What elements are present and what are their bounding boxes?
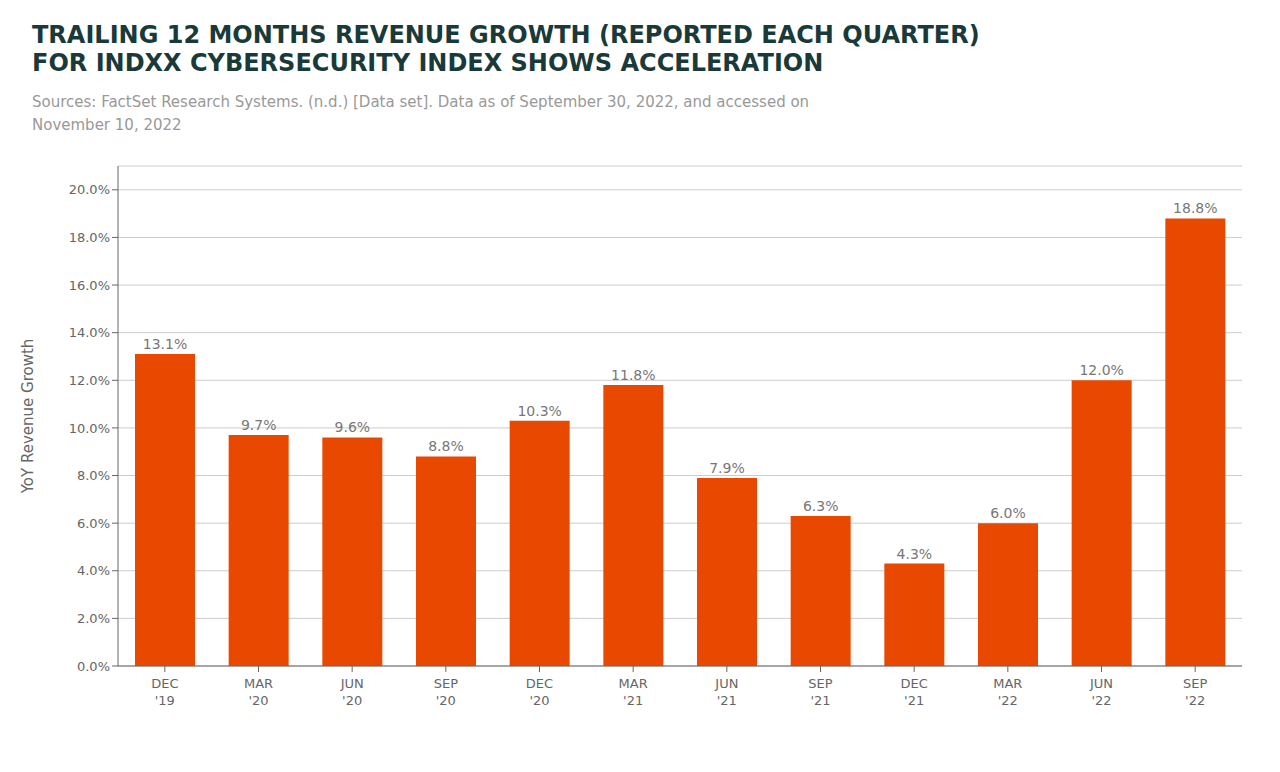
svg-text:7.9%: 7.9% — [709, 460, 745, 476]
svg-text:11.8%: 11.8% — [611, 367, 655, 383]
html-text:Sources: FactSet Research Syst: Sources: FactSet Research Systems. (n.d.… — [32, 93, 810, 112]
svg-text:6.0%: 6.0% — [77, 516, 110, 531]
svg-text:18.0%: 18.0% — [69, 230, 110, 245]
html-text:TRAILING 12 MONTHS REVENUE GRO: TRAILING 12 MONTHS REVENUE GROWTH (REPOR… — [32, 21, 980, 49]
svg-text:6.3%: 6.3% — [803, 498, 839, 514]
svg-text:JUN'22: JUN'22 — [1089, 676, 1113, 708]
svg-text:4.0%: 4.0% — [77, 564, 110, 579]
svg-text:18.8%: 18.8% — [1173, 201, 1217, 217]
svg-text:SEP'20: SEP'20 — [434, 676, 458, 708]
svg-text:16.0%: 16.0% — [69, 278, 110, 293]
html-text:FOR INDXX CYBERSECURITY INDEX: FOR INDXX CYBERSECURITY INDEX SHOWS ACCE… — [32, 48, 824, 77]
svg-text:10.3%: 10.3% — [517, 403, 561, 419]
svg-text:SEP'22: SEP'22 — [1183, 676, 1207, 708]
svg-text:2.0%: 2.0% — [77, 611, 110, 626]
svg-text:0.0%: 0.0% — [77, 659, 110, 674]
svg-text:12.0%: 12.0% — [69, 373, 110, 388]
svg-text:8.8%: 8.8% — [428, 439, 464, 455]
svg-text:DEC'19: DEC'19 — [151, 676, 178, 708]
svg-text:YoY Revenue Growth: YoY Revenue Growth — [19, 339, 37, 495]
svg-text:9.7%: 9.7% — [241, 417, 277, 433]
html-text:November 10, 2022: November 10, 2022 — [32, 115, 182, 134]
svg-text:JUN'21: JUN'21 — [714, 676, 738, 708]
svg-text:20.0%: 20.0% — [69, 183, 110, 198]
svg-text:JUN'20: JUN'20 — [340, 676, 364, 708]
svg-text:9.6%: 9.6% — [335, 420, 371, 436]
svg-text:6.0%: 6.0% — [990, 505, 1026, 521]
svg-text:DEC'20: DEC'20 — [526, 676, 553, 708]
svg-text:MAR'22: MAR'22 — [993, 676, 1022, 708]
svg-text:12.0%: 12.0% — [1079, 362, 1123, 378]
svg-text:14.0%: 14.0% — [69, 325, 110, 340]
svg-text:4.3%: 4.3% — [897, 546, 933, 562]
svg-text:13.1%: 13.1% — [143, 336, 187, 352]
svg-text:MAR'20: MAR'20 — [244, 676, 273, 708]
svg-text:DEC'21: DEC'21 — [901, 676, 928, 708]
svg-text:MAR'21: MAR'21 — [619, 676, 648, 708]
svg-text:SEP'21: SEP'21 — [808, 676, 832, 708]
svg-text:10.0%: 10.0% — [69, 421, 110, 436]
svg-text:8.0%: 8.0% — [77, 468, 110, 483]
